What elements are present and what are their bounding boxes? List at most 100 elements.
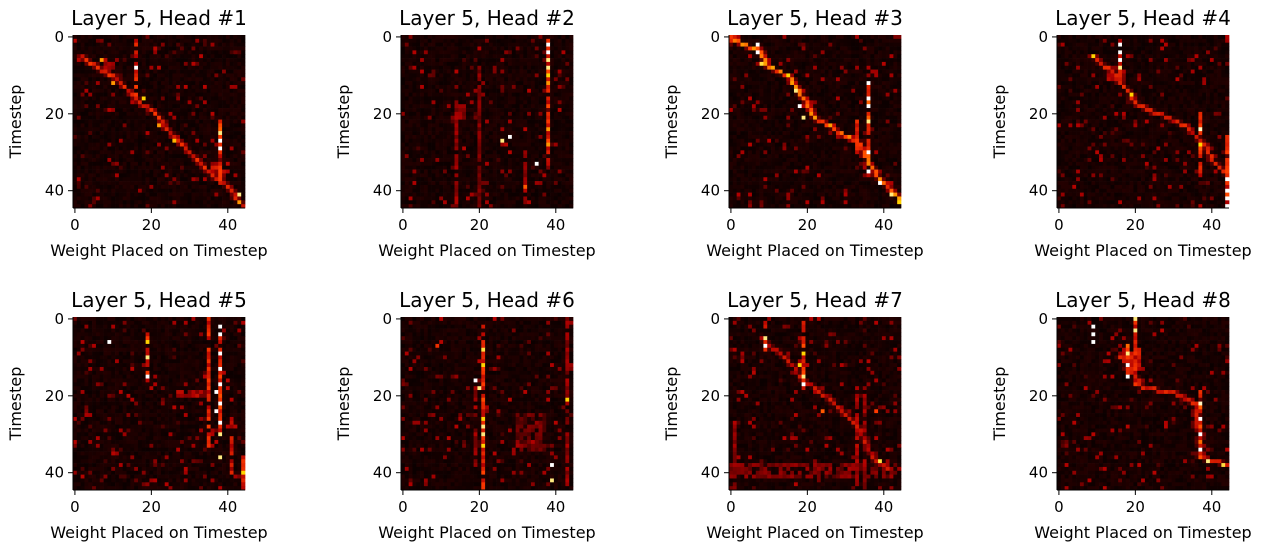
heatmap-cell — [176, 196, 180, 200]
heatmap-cell — [569, 73, 573, 77]
heatmap-cell — [157, 89, 161, 93]
heatmap-cell — [211, 104, 215, 108]
heatmap-cell — [512, 77, 516, 81]
heatmap-cell — [169, 173, 173, 177]
heatmap-cell — [504, 35, 508, 39]
heatmap-cell — [447, 85, 451, 89]
heatmap-cell — [207, 185, 211, 189]
heatmap-cell — [489, 70, 493, 74]
heatmap-cell — [474, 93, 478, 97]
heatmap-cell — [172, 135, 176, 139]
heatmap-cell — [214, 62, 218, 66]
heatmap-cell — [100, 73, 104, 77]
heatmap-cell — [542, 73, 546, 77]
heatmap-cell — [199, 62, 203, 66]
heatmap-cell — [562, 43, 566, 47]
heatmap-cell — [512, 93, 516, 97]
heatmap-cell — [218, 85, 222, 89]
heatmap-cell — [127, 166, 131, 170]
heatmap-cell — [214, 154, 218, 158]
heatmap-cell — [130, 170, 134, 174]
heatmap-cell — [107, 150, 111, 154]
heatmap-cell — [169, 77, 173, 81]
heatmap-cell — [77, 39, 81, 43]
heatmap-cell — [455, 93, 459, 97]
heatmap-cell — [100, 50, 104, 54]
heatmap-cell — [474, 62, 478, 66]
heatmap-cell — [77, 54, 81, 58]
heatmap-cell — [169, 47, 173, 51]
heatmap-cell — [96, 154, 100, 158]
heatmap-cell — [184, 62, 188, 66]
heatmap-cell — [172, 104, 176, 108]
heatmap-cell — [180, 173, 184, 177]
heatmap-cell — [222, 81, 226, 85]
heatmap-cell — [234, 196, 238, 200]
heatmap-cell — [84, 143, 88, 147]
heatmap-cell — [234, 47, 238, 51]
heatmap-cell — [119, 131, 123, 135]
heatmap-cell — [115, 185, 119, 189]
heatmap-cell — [207, 39, 211, 43]
heatmap-cell — [207, 139, 211, 143]
heatmap-cell — [218, 70, 222, 74]
heatmap-cell — [92, 104, 96, 108]
heatmap-cell — [234, 166, 238, 170]
heatmap-cell — [203, 93, 207, 97]
heatmap-cell — [127, 35, 131, 39]
heatmap-cell — [123, 39, 127, 43]
heatmap-cell — [519, 50, 523, 54]
heatmap-cell — [546, 77, 550, 81]
heatmap-cell — [207, 127, 211, 131]
heatmap-cell — [230, 135, 234, 139]
heatmap-cell — [214, 127, 218, 131]
heatmap-cell — [180, 139, 184, 143]
heatmap-cell — [84, 170, 88, 174]
heatmap-cell — [222, 120, 226, 124]
heatmap-cell — [481, 81, 485, 85]
heatmap-cell — [226, 112, 230, 116]
heatmap-cell — [188, 154, 192, 158]
heatmap-cell — [127, 150, 131, 154]
heatmap-cell — [153, 177, 157, 181]
heatmap-cell — [142, 81, 146, 85]
heatmap-cell — [146, 85, 150, 89]
heatmap-cell — [439, 35, 443, 39]
heatmap-cell — [172, 196, 176, 200]
heatmap-cell — [188, 146, 192, 150]
heatmap-cell — [241, 47, 245, 51]
heatmap-cell — [226, 123, 230, 127]
heatmap-cell — [104, 70, 108, 74]
heatmap-cell — [134, 127, 138, 131]
heatmap-cell — [180, 54, 184, 58]
heatmap-cell — [405, 43, 409, 47]
heatmap-cell — [165, 81, 169, 85]
heatmap-cell — [153, 131, 157, 135]
heatmap-cell — [176, 108, 180, 112]
heatmap-cell — [535, 62, 539, 66]
heatmap-cell — [226, 100, 230, 104]
heatmap-cell — [222, 170, 226, 174]
heatmap-cell — [169, 54, 173, 58]
heatmap-cell — [138, 35, 142, 39]
heatmap-cell — [466, 93, 470, 97]
heatmap-cell — [554, 58, 558, 62]
heatmap-cell — [405, 70, 409, 74]
heatmap-cell — [157, 73, 161, 77]
heatmap-cell — [157, 173, 161, 177]
heatmap-cell — [180, 89, 184, 93]
heatmap-cell — [195, 70, 199, 74]
heatmap-cell — [146, 193, 150, 197]
heatmap-cell — [153, 43, 157, 47]
heatmap-cell — [130, 185, 134, 189]
heatmap-cell — [195, 50, 199, 54]
heatmap-cell — [111, 47, 115, 51]
heatmap-cell — [554, 89, 558, 93]
heatmap-cell — [138, 93, 142, 97]
heatmap-cell — [207, 173, 211, 177]
heatmap-cell — [234, 135, 238, 139]
heatmap-cell — [73, 35, 77, 39]
heatmap-cell — [214, 135, 218, 139]
heatmap-cell — [153, 85, 157, 89]
heatmap-cell — [88, 54, 92, 58]
